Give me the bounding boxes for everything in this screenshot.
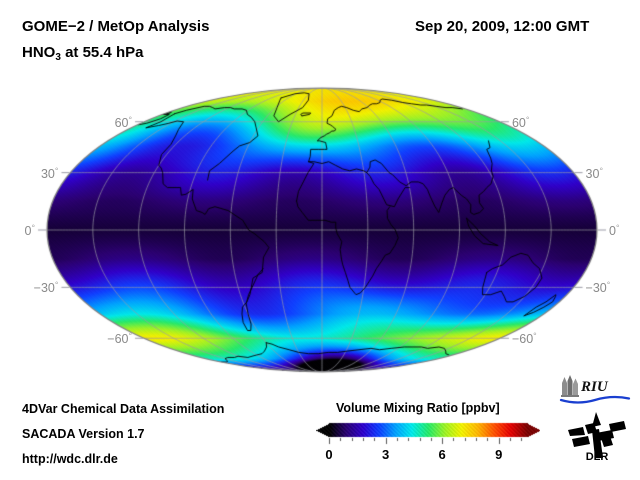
- lat-label-minus30-left: −30◦: [33, 278, 59, 296]
- riu-wordmark: RIU: [580, 379, 609, 395]
- dlr-mark-icon: [568, 412, 626, 458]
- colorbar-tick-0: 0: [325, 447, 333, 462]
- riu-logo: RIU: [559, 375, 631, 404]
- colorbar-gradient: [316, 421, 540, 445]
- colorbar-tick-3: 3: [381, 447, 390, 462]
- lat-label-60-right: 60◦: [511, 112, 530, 130]
- colorbar-title: Volume Mixing Ratio [ppbv]: [336, 401, 500, 415]
- colorbar: 0 3 6 9: [316, 421, 540, 467]
- lat-label-0-right: 0◦: [609, 221, 620, 239]
- lat-label-minus30-right: −30◦: [585, 278, 611, 296]
- colorbar-tick-6: 6: [438, 447, 446, 462]
- dlr-wordmark: DLR: [586, 451, 609, 462]
- lat-label-30-right: 30◦: [585, 163, 603, 181]
- riu-wave-icon: [559, 395, 631, 404]
- lat-label-60-left: 60◦: [114, 112, 133, 130]
- footer-url[interactable]: http://wdc.dlr.de: [22, 452, 118, 466]
- lat-label-0-left: 0◦: [24, 221, 36, 239]
- colorbar-tick-9: 9: [495, 447, 503, 462]
- lat-label-30-left: 30◦: [40, 163, 59, 181]
- lat-label-minus60-left: −60◦: [107, 329, 133, 347]
- dlr-logo: DLR: [568, 412, 626, 462]
- riu-towers-icon: [561, 375, 579, 397]
- footer-version: SACADA Version 1.7: [22, 427, 145, 441]
- lat-label-minus60-right: −60◦: [511, 329, 537, 347]
- footer-method: 4DVar Chemical Data Assimilation: [22, 402, 225, 416]
